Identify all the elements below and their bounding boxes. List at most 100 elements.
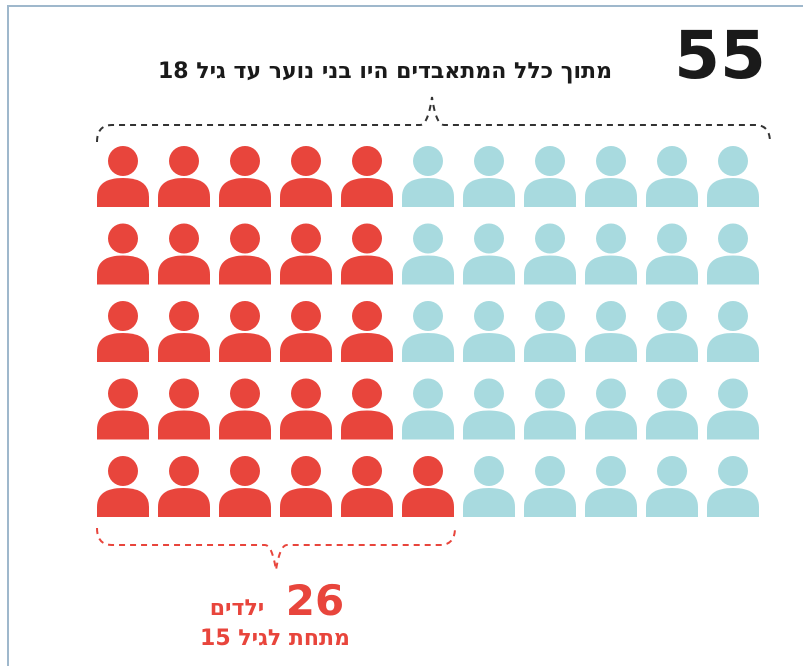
icon-body — [402, 255, 454, 285]
icon-body — [341, 410, 393, 440]
icon-head — [474, 146, 504, 176]
highlight-icon — [158, 223, 210, 285]
icon-head — [474, 223, 504, 254]
icon-body — [402, 488, 454, 517]
icon-head — [535, 146, 565, 176]
highlight-icon — [97, 378, 149, 440]
icon — [707, 378, 759, 440]
icon-head — [596, 456, 626, 486]
highlight-subtext: מתחת לגיל 15 — [200, 626, 350, 651]
icon — [707, 456, 759, 517]
icon-body — [463, 255, 515, 285]
icon-body — [646, 333, 698, 362]
highlight-icon — [219, 146, 271, 207]
icon-body — [97, 410, 149, 440]
highlight-icon — [341, 301, 393, 362]
icon — [707, 301, 759, 362]
icon-head — [718, 456, 748, 486]
icon-head — [291, 223, 321, 254]
icon-body — [219, 255, 271, 285]
icon-body — [646, 178, 698, 207]
icon-head — [169, 146, 199, 176]
icon-body — [646, 410, 698, 440]
icon-body — [524, 410, 576, 440]
icon-head — [230, 456, 260, 486]
highlight-icon — [97, 223, 149, 285]
icon-head — [596, 146, 626, 176]
icon-body — [585, 255, 637, 285]
highlight-icon — [158, 456, 210, 517]
icon-head — [657, 301, 687, 331]
icon-body — [97, 255, 149, 285]
icon-head — [535, 223, 565, 254]
icon-body — [585, 488, 637, 517]
icon-body — [341, 178, 393, 207]
icon-head — [352, 146, 382, 176]
icon-body — [463, 333, 515, 362]
icon-body — [97, 178, 149, 207]
icon — [585, 301, 637, 362]
total-brace — [96, 96, 771, 143]
highlight-icon — [341, 378, 393, 440]
icon-body — [524, 178, 576, 207]
icon-body — [463, 488, 515, 517]
icon-head — [718, 146, 748, 176]
icon-body — [341, 255, 393, 285]
icon-body — [463, 178, 515, 207]
icon-head — [108, 223, 138, 254]
icon-head — [230, 146, 260, 176]
icon-head — [657, 146, 687, 176]
icon-head — [718, 378, 748, 409]
icon-body — [707, 255, 759, 285]
icon-head — [413, 301, 443, 331]
icon-head — [718, 301, 748, 331]
highlight-text: ילדים — [210, 596, 265, 621]
icon-head — [108, 378, 138, 409]
icon-head — [657, 378, 687, 409]
icon — [585, 378, 637, 440]
highlight-icon — [341, 223, 393, 285]
icon-head — [169, 378, 199, 409]
icon-head — [352, 301, 382, 331]
icon — [524, 301, 576, 362]
icon-head — [413, 378, 443, 409]
icon-body — [524, 255, 576, 285]
icon-head — [352, 378, 382, 409]
icon-head — [352, 456, 382, 486]
highlight-icon — [158, 146, 210, 207]
icon-head — [596, 378, 626, 409]
icon — [646, 146, 698, 207]
icon-body — [97, 333, 149, 362]
icon-head — [474, 456, 504, 486]
icon — [402, 301, 454, 362]
icon — [585, 146, 637, 207]
icon-body — [707, 178, 759, 207]
icon-head — [169, 223, 199, 254]
icon-head — [291, 378, 321, 409]
icon-body — [280, 488, 332, 517]
icon-body — [341, 333, 393, 362]
icon — [646, 223, 698, 285]
icon — [707, 223, 759, 285]
icon-body — [646, 255, 698, 285]
highlight-icon — [219, 378, 271, 440]
icon-head — [657, 223, 687, 254]
icon-head — [230, 223, 260, 254]
icon — [402, 146, 454, 207]
icon-body — [219, 410, 271, 440]
icon-body — [524, 333, 576, 362]
highlight-number: 26 — [286, 576, 344, 625]
icon — [463, 378, 515, 440]
icon-head — [108, 301, 138, 331]
icon-body — [219, 488, 271, 517]
icon-body — [707, 488, 759, 517]
icon — [646, 456, 698, 517]
icon-head — [108, 146, 138, 176]
icon-body — [585, 333, 637, 362]
icon-body — [646, 488, 698, 517]
icon — [646, 301, 698, 362]
icon-head — [169, 456, 199, 486]
icon — [463, 146, 515, 207]
highlight-icon — [219, 456, 271, 517]
